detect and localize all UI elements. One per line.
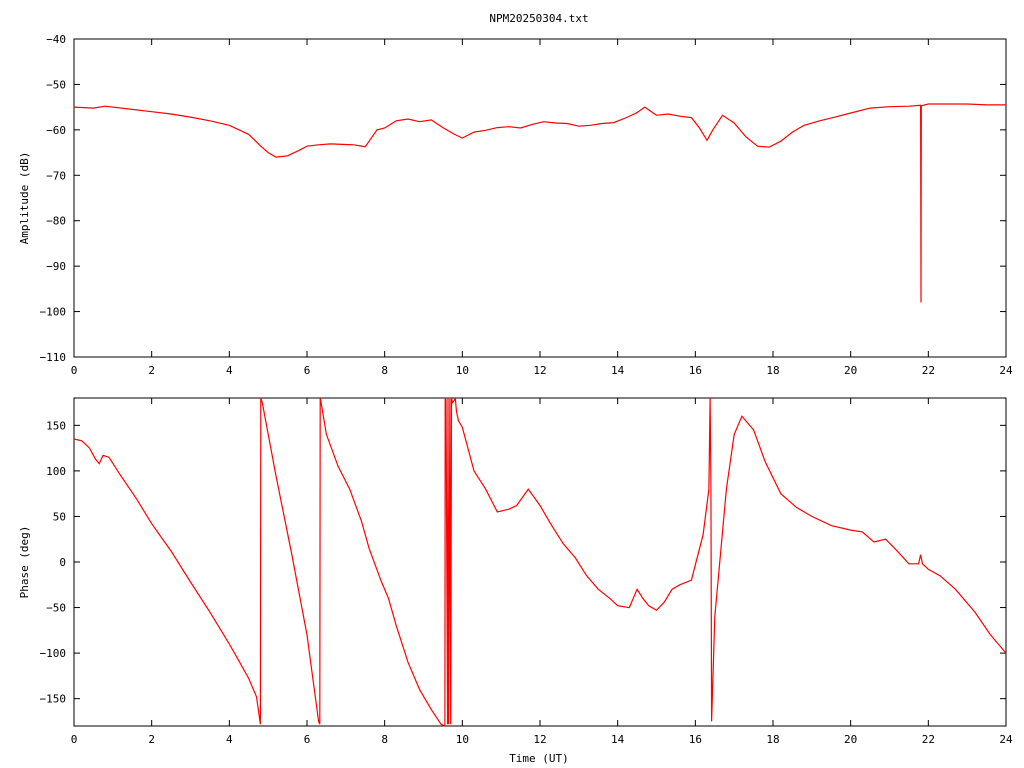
amplitude-series-line [73,103,1006,303]
phase-x-tick-label: 12 [533,733,546,746]
amplitude-x-tick-label: 8 [381,364,388,377]
amplitude-x-tick-label: 10 [456,364,469,377]
phase-y-tick-label: 50 [53,510,66,523]
phase-y-tick-label: 150 [46,419,66,432]
phase-y-tick-label: −50 [46,602,66,615]
phase-y-tick-label: 0 [59,556,66,569]
phase-y-tick-label: −100 [40,647,67,660]
phase-x-tick-label: 0 [71,733,78,746]
phase-y-tick-label: 100 [46,465,66,478]
phase-series-line [73,397,1007,727]
phase-panel: Phase (deg) Time (UT) 0 2 4 6 8 10 12 14 16 18 20 2… [18,397,1013,765]
phase-x-tick-label: 20 [844,733,857,746]
amplitude-x-tick-label: 12 [533,364,546,377]
time-x-axis-label: Time (UT) [509,752,569,765]
amplitude-x-tick-label: 14 [611,364,625,377]
phase-x-tick-label: 8 [381,733,388,746]
phase-x-tick-label: 24 [999,733,1013,746]
amplitude-y-tick-label: −50 [46,78,66,91]
amplitude-panel: Amplitude (dB) 0 2 4 6 8 10 12 14 16 18 20 22 24−110… [18,33,1013,377]
phase-x-tick-label: 14 [611,733,625,746]
amplitude-y-tick-label: −110 [40,351,67,364]
phase-ticks: 0 2 4 6 8 10 12 14 16 18 20 22 24−150−100−5005010015… [40,398,1013,746]
amplitude-y-tick-label: −80 [46,215,66,228]
amplitude-x-tick-label: 0 [71,364,78,377]
amplitude-x-tick-label: 22 [922,364,935,377]
amplitude-x-tick-label: 4 [226,364,233,377]
amplitude-x-tick-label: 18 [766,364,779,377]
phase-x-tick-label: 10 [456,733,469,746]
phase-x-tick-label: 6 [304,733,311,746]
phase-x-tick-label: 4 [226,733,233,746]
phase-x-tick-label: 18 [766,733,779,746]
amplitude-x-tick-label: 24 [999,364,1013,377]
amplitude-y-tick-label: −70 [46,169,66,182]
amplitude-x-tick-label: 6 [304,364,311,377]
amplitude-plot-frame [73,38,1007,358]
amplitude-x-tick-label: 20 [844,364,857,377]
amplitude-ticks: 0 2 4 6 8 10 12 14 16 18 20 22 24−110−100−90−80−70−6… [40,33,1013,377]
phase-y-axis-label: Phase (deg) [18,526,31,599]
amplitude-x-tick-label: 16 [689,364,702,377]
phase-plot-frame [73,397,1007,727]
amplitude-y-tick-label: −40 [46,33,66,46]
amplitude-y-tick-label: −100 [40,306,67,319]
phase-x-tick-label: 16 [689,733,702,746]
amplitude-y-axis-label: Amplitude (dB) [18,152,31,245]
amplitude-x-tick-label: 2 [148,364,155,377]
phase-x-tick-label: 2 [148,733,155,746]
phase-y-tick-label: −150 [40,693,67,706]
amplitude-y-tick-label: −90 [46,260,66,273]
phase-x-tick-label: 22 [922,733,935,746]
chart-title: NPM20250304.txt [489,12,588,25]
amplitude-y-tick-label: −60 [46,124,66,137]
